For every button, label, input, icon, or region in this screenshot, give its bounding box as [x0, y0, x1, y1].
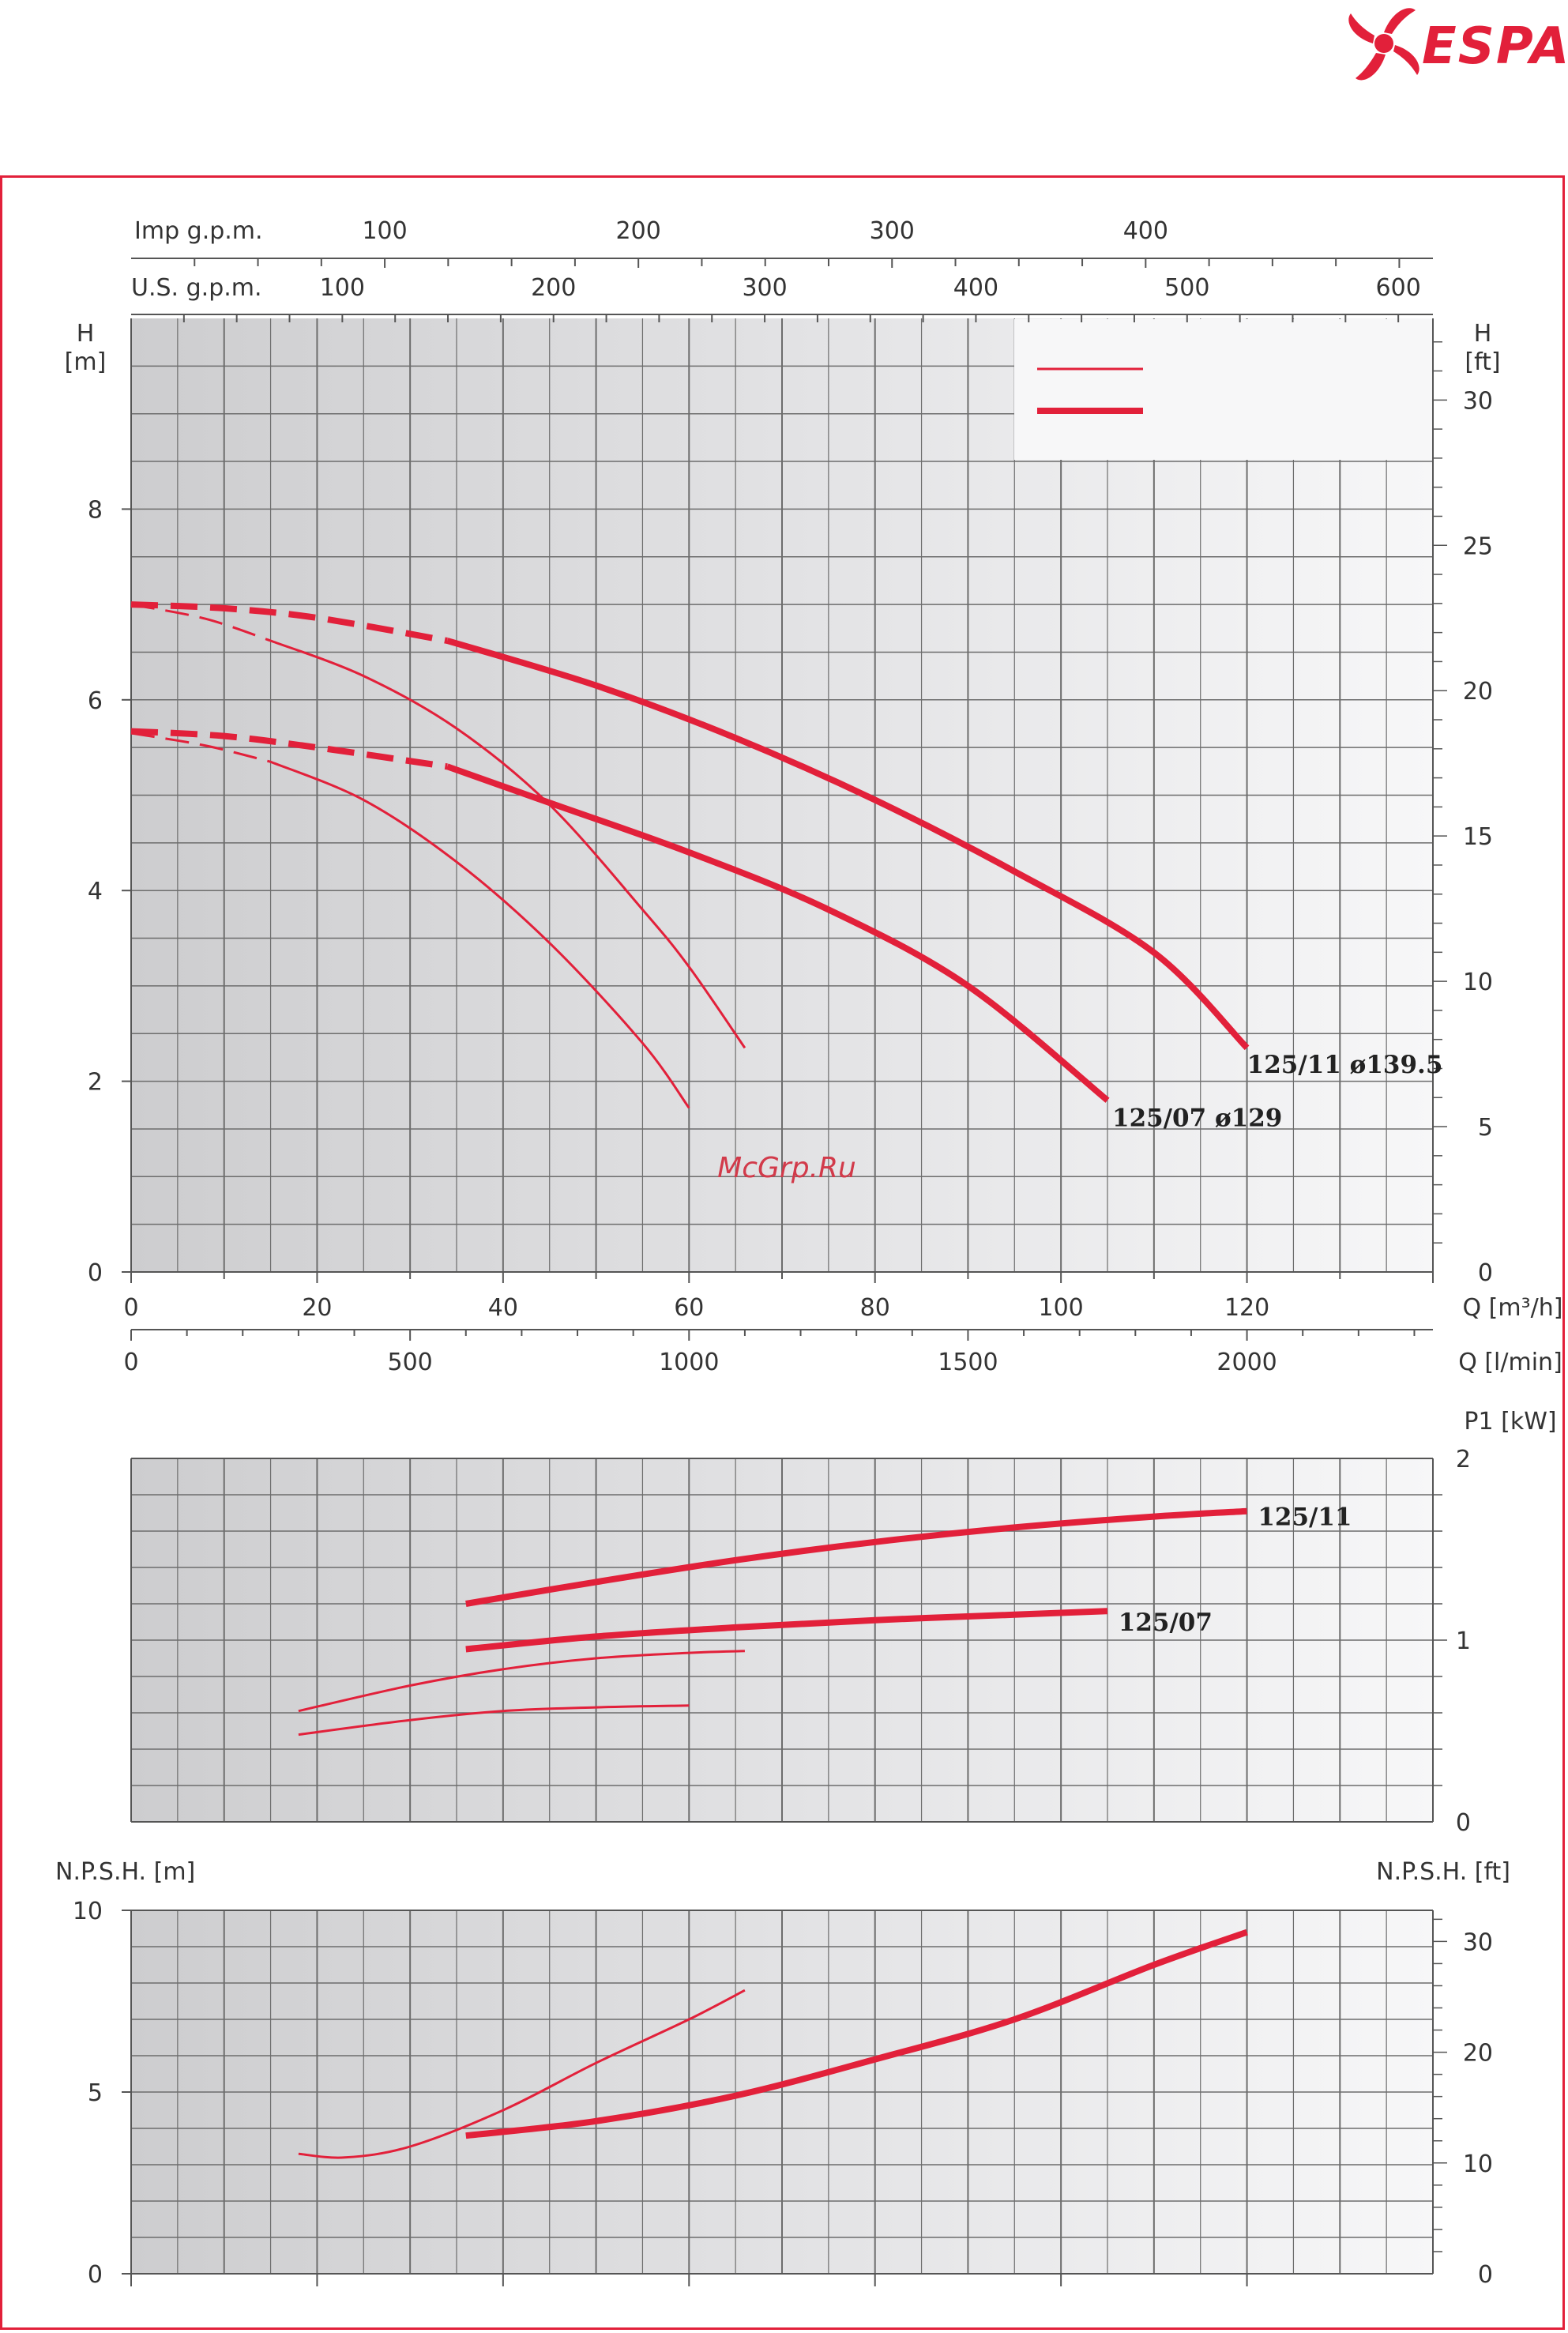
power-curve-labels: 125/11 125/07 [1119, 1503, 1352, 1637]
y-right-tick-label: 25 [1463, 532, 1493, 560]
imp-gpm-tick-label: 400 [1123, 217, 1168, 245]
y-tick-label: 0 [88, 1259, 103, 1287]
npsh-ft-tick-label: 0 [1478, 2261, 1493, 2289]
npsh-chart-grid [131, 1910, 1433, 2274]
us-gpm-tick-label: 600 [1376, 274, 1421, 302]
us-gpm-axis-label: U.S. g.p.m. [131, 274, 262, 302]
x2-tick-label: 1500 [938, 1349, 998, 1376]
power-chart-ticks: 0 1 2 [1433, 1446, 1471, 1837]
watermark: McGrp.Ru [717, 1152, 856, 1184]
us-gpm-tick-label: 500 [1164, 274, 1209, 302]
brand-logo [1335, 0, 1568, 91]
npsh-series-1 [298, 1989, 746, 2159]
power-series-2 [298, 1650, 745, 1713]
x-tick-label: 120 [1224, 1294, 1269, 1322]
head-series-2-dashed [130, 603, 272, 642]
y-tick-label: 8 [88, 496, 103, 524]
power-tick-label: 2 [1456, 1446, 1471, 1473]
y-tick-label: 6 [88, 687, 103, 715]
power-series-1 [465, 1608, 1108, 1653]
head-chart-grid [131, 318, 1433, 1272]
head-curve-label: 125/07 ø129 [1112, 1104, 1282, 1132]
x-axis-label-m3h: Q [m³/h] [1463, 1294, 1563, 1322]
head-chart-axes [130, 258, 1434, 1330]
y-tick-label: 2 [88, 1069, 103, 1097]
power-chart: 0 1 2 125/11 125/07 P1 [kW] [130, 1408, 1557, 1837]
head-series-0-dashed [130, 601, 448, 644]
y-right-tick-label: 0 [1478, 1259, 1493, 1287]
y-right-tick-label: 15 [1463, 823, 1493, 851]
power-tick-label: 0 [1456, 1809, 1471, 1837]
imp-gpm-tick-label: 100 [362, 217, 407, 245]
us-gpm-tick-label: 100 [320, 274, 365, 302]
head-curve-labels: 125/11 ø139.5 125/07 ø129 [1112, 1051, 1442, 1133]
npsh-curves [298, 1928, 1248, 2159]
x2-tick-label: 2000 [1216, 1349, 1277, 1376]
power-chart-grid [131, 1458, 1433, 1822]
npsh-ft-axis-label: N.P.S.H. [ft] [1376, 1858, 1510, 1886]
head-series-3-dashed [130, 732, 271, 763]
us-gpm-tick-label: 200 [531, 274, 576, 302]
chart-frame [0, 175, 1565, 2330]
x2-tick-label: 500 [388, 1349, 433, 1376]
y-right-tick-label: 5 [1478, 1114, 1493, 1142]
npsh-m-tick-label: 10 [73, 1898, 103, 1925]
y-right-tick-label: 30 [1463, 387, 1493, 415]
head-series-1-dashed [130, 728, 448, 770]
y-axis-label-h: H [77, 320, 95, 348]
x-axis-label-lmin: Q [l/min] [1458, 1349, 1562, 1376]
head-curves [130, 601, 1250, 1109]
head-series-0 [446, 638, 1250, 1051]
imp-gpm-tick-label: 200 [616, 217, 661, 245]
head-curve-label: 125/11 ø139.5 [1247, 1051, 1443, 1079]
x-tick-label: 60 [674, 1294, 704, 1322]
y-right-tick-label: 20 [1463, 678, 1493, 706]
imp-gpm-axis-label: Imp g.p.m. [134, 217, 263, 245]
imp-gpm-tick-label: 300 [870, 217, 915, 245]
npsh-m-tick-label: 5 [88, 2079, 103, 2107]
x-tick-label: 100 [1039, 1294, 1084, 1322]
power-curve-label: 125/11 [1258, 1503, 1352, 1532]
x-tick-label: 40 [488, 1294, 518, 1322]
y-axis-label-m-unit: [m] [65, 348, 107, 376]
npsh-series-0 [465, 1928, 1248, 2139]
npsh-ft-tick-label: 20 [1463, 2040, 1493, 2068]
espa-fan-icon [1348, 8, 1419, 81]
npsh-m-axis-label: N.P.S.H. [m] [55, 1858, 195, 1886]
npsh-m-tick-label: 0 [88, 2261, 103, 2289]
y-right-tick-label: 10 [1463, 969, 1493, 996]
x2-tick-label: 1000 [659, 1349, 719, 1376]
power-tick-label: 1 [1456, 1627, 1471, 1655]
head-series-1 [446, 763, 1110, 1103]
power-curves [298, 1507, 1247, 1737]
us-gpm-tick-label: 400 [953, 274, 998, 302]
head-series-2 [270, 639, 746, 1049]
x2-tick-label: 0 [123, 1349, 138, 1376]
us-gpm-tick-label: 300 [742, 274, 787, 302]
npsh-chart: 0 5 10 0 10 20 30 N.P.S.H. [m] N.P.S.H. [ft] [55, 1858, 1510, 2289]
power-series-0 [465, 1507, 1247, 1607]
npsh-ft-tick-label: 10 [1463, 2150, 1493, 2178]
npsh-ft-tick-label: 30 [1463, 1928, 1493, 1956]
legend-box [1014, 319, 1433, 460]
y-tick-label: 4 [88, 878, 103, 905]
npsh-chart-ticks: 0 5 10 0 10 20 30 [73, 1898, 1493, 2289]
power-axis-label: P1 [kW] [1464, 1408, 1556, 1436]
y-right-axis-label-ft-unit: [ft] [1465, 348, 1500, 376]
x-tick-label: 20 [302, 1294, 332, 1322]
x-tick-label: 80 [860, 1294, 890, 1322]
power-series-3 [298, 1704, 690, 1737]
brand-name: ESPA [1422, 17, 1568, 76]
power-curve-label: 125/07 [1119, 1609, 1213, 1637]
x-tick-label: 0 [123, 1294, 138, 1322]
head-series-3 [270, 760, 690, 1109]
y-right-axis-label-h: H [1474, 320, 1492, 348]
